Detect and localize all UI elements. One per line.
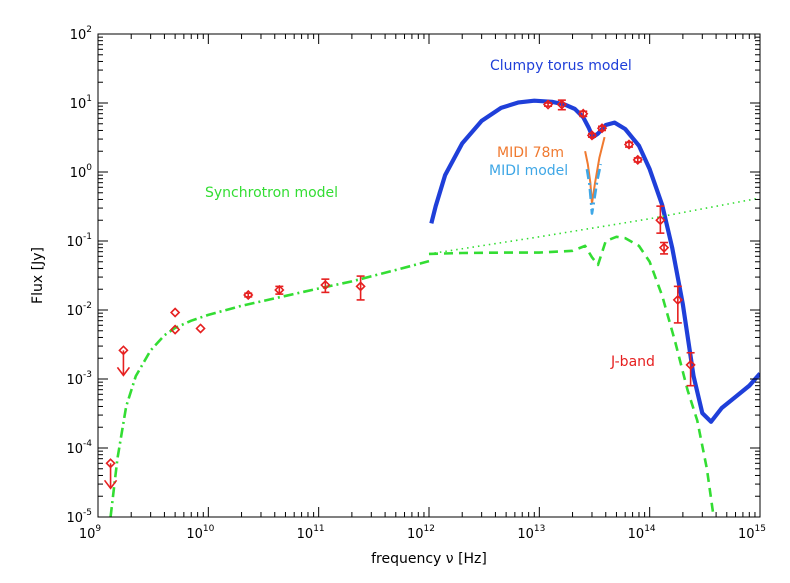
diamond-marker — [169, 307, 181, 318]
data-point — [596, 123, 608, 134]
annotation-midi-model: MIDI model — [489, 163, 568, 179]
x-tick-label: 109 — [79, 524, 102, 542]
x-tick-label: 1013 — [517, 524, 545, 542]
data-point — [672, 285, 683, 324]
diamond-marker — [623, 139, 635, 150]
diamond-marker — [195, 323, 206, 334]
data-point — [556, 99, 567, 111]
x-tick-label: 1012 — [407, 524, 435, 542]
y-tick-label: 10-2 — [66, 301, 92, 319]
diamond-marker — [586, 130, 598, 141]
diamond-marker — [596, 123, 608, 134]
down-arrow-icon — [116, 366, 131, 377]
down-arrow-icon — [103, 479, 118, 490]
data-point — [578, 108, 589, 119]
annotation-midi-78m: MIDI 78m — [497, 145, 564, 161]
diamond-marker — [658, 242, 670, 253]
diamond-marker — [655, 215, 666, 226]
x-tick-label: 1011 — [297, 524, 325, 542]
diamond-marker — [685, 359, 696, 371]
data-point — [632, 154, 643, 165]
data-point — [542, 99, 554, 110]
data-point — [655, 205, 666, 234]
diamond-marker — [632, 154, 643, 165]
axes: 109 1010 1011 1012 1013 1014 1015 10-5 10-4 10-3 1… — [66, 25, 766, 542]
data-point — [658, 241, 670, 255]
y-tick-label: 10-5 — [66, 508, 92, 526]
series-line-2 — [428, 235, 715, 517]
y-tick-label: 100 — [70, 163, 93, 181]
y-tick-label: 10-3 — [66, 370, 92, 388]
data-point — [195, 323, 206, 334]
series-line-3 — [428, 197, 760, 255]
data-point — [169, 324, 181, 335]
plot-frame — [97, 33, 761, 518]
data-point — [274, 284, 285, 296]
series-line-0 — [429, 98, 760, 424]
y-tick-label: 10-1 — [66, 232, 92, 250]
series-line-5 — [585, 163, 602, 215]
y-tick-label: 10-4 — [66, 439, 92, 457]
x-axis-label: frequency ν [Hz] — [371, 551, 487, 567]
annotation-clumpy-torus-model: Clumpy torus model — [490, 58, 632, 74]
data-point — [586, 130, 598, 141]
data-point — [320, 278, 331, 294]
annotations: Clumpy torus model Synchrotron model MIDI … — [205, 58, 655, 370]
series-line-1 — [109, 259, 430, 517]
diamond-marker — [274, 284, 285, 296]
diamond-marker — [542, 99, 554, 110]
x-tick-label: 1010 — [186, 524, 214, 542]
diamond-marker — [578, 108, 589, 119]
data-points — [103, 99, 696, 490]
diamond-marker — [355, 281, 366, 292]
y-tick-label: 102 — [70, 25, 92, 43]
data-point — [355, 275, 366, 301]
x-tick-label: 1014 — [628, 524, 656, 542]
annotation-j-band: J-band — [610, 354, 655, 370]
diamond-marker — [556, 99, 567, 110]
annotation-synchrotron-model: Synchrotron model — [205, 185, 338, 201]
model-curves — [109, 98, 760, 517]
data-point — [169, 307, 181, 318]
upper-limit — [103, 458, 118, 490]
data-point — [685, 351, 696, 387]
diamond-marker — [169, 324, 181, 335]
diamond-marker — [672, 294, 683, 306]
diamond-marker — [320, 279, 331, 291]
upper-limit — [116, 345, 131, 377]
y-tick-label: 101 — [70, 94, 92, 112]
data-point — [623, 139, 635, 150]
x-tick-label: 1015 — [738, 524, 766, 542]
y-axis-label: Flux [Jy] — [30, 247, 46, 304]
diamond-marker — [243, 289, 254, 301]
data-point — [243, 289, 254, 301]
